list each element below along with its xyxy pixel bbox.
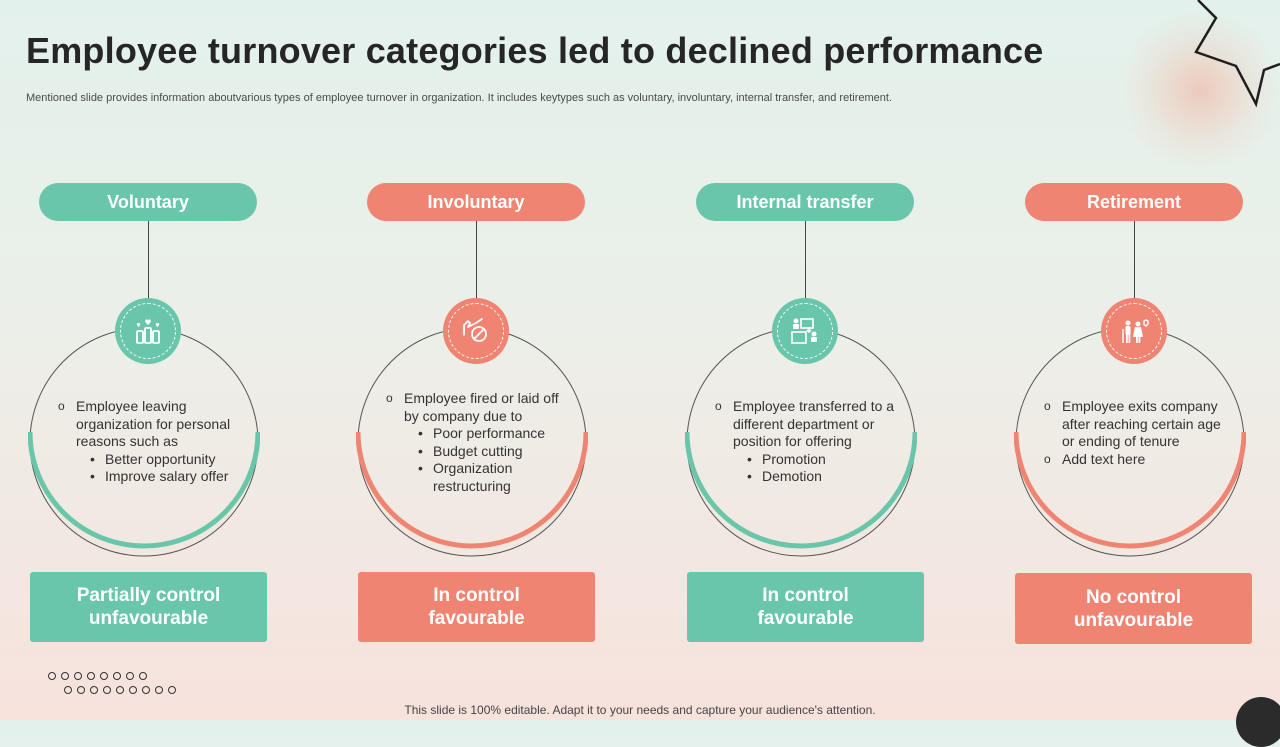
sub-list-item: • Budget cutting (418, 442, 523, 459)
category-voluntary: Voluntary o Employee leaving organization… (14, 0, 274, 720)
category-description: o Employee exits company after reaching c… (1042, 398, 1232, 468)
category-description: o Employee leaving organization for perso… (56, 398, 246, 486)
list-item: o Employee exits company after reaching c… (1044, 398, 1221, 449)
category-label: Retirement (1025, 183, 1243, 221)
category-retirement: Retirement o Employee exits company after… (1000, 0, 1260, 720)
category-badge (1101, 298, 1167, 364)
category-badge (443, 298, 509, 364)
connector-line (476, 221, 477, 299)
control-result-box: In control favourable (358, 572, 595, 642)
sub-list-item: • Better opportunity (90, 450, 216, 467)
category-label: Internal transfer (696, 183, 914, 221)
corner-decoration (1236, 697, 1280, 747)
category-badge (772, 298, 838, 364)
connector-line (805, 221, 806, 299)
category-badge (115, 298, 181, 364)
control-result-box: Partially control unfavourable (30, 572, 267, 642)
sub-list-item: • Demotion (747, 468, 822, 484)
category-label: Involuntary (367, 183, 585, 221)
sub-list-item: • Organization restructuring (418, 460, 513, 494)
hand-prohibited-icon (463, 318, 487, 342)
connector-line (1134, 221, 1135, 299)
control-result-box: In control favourable (687, 572, 924, 642)
slide-subtitle: Mentioned slide provides information abo… (26, 92, 892, 104)
raised-hands-heart-icon (136, 319, 160, 344)
connector-line (148, 221, 149, 299)
category-involuntary: Involuntary o Employee fired or laid off … (342, 0, 602, 720)
category-internal-transfer: Internal transfer o Employee transferred … (671, 0, 931, 720)
sub-list-item: • Improve salary offer (90, 468, 229, 484)
control-result-box: No control unfavourable (1015, 573, 1252, 644)
decorative-dot-pattern (48, 672, 176, 700)
category-description: o Employee transferred to a different dep… (713, 398, 903, 486)
decorative-glow (1120, 10, 1280, 170)
starburst-outline-icon (1194, 0, 1280, 108)
people-transfer-icon (791, 318, 817, 344)
elderly-couple-icon (1122, 319, 1149, 343)
list-item: o Employee leaving organization for perso… (58, 398, 231, 449)
slide-footer-note: This slide is 100% editable. Adapt it to… (404, 703, 876, 717)
list-item: o Employee fired or laid off by company d… (386, 390, 559, 424)
sub-list-item: • Promotion (747, 450, 826, 467)
list-item: o Employee transferred to a different dep… (715, 398, 895, 449)
slide-title: Employee turnover categories led to decl… (26, 30, 1044, 71)
category-label: Voluntary (39, 183, 257, 221)
category-description: o Employee fired or laid off by company d… (384, 390, 574, 495)
list-item: o Add text here (1044, 450, 1146, 467)
sub-list-item: • Poor performance (418, 425, 546, 441)
